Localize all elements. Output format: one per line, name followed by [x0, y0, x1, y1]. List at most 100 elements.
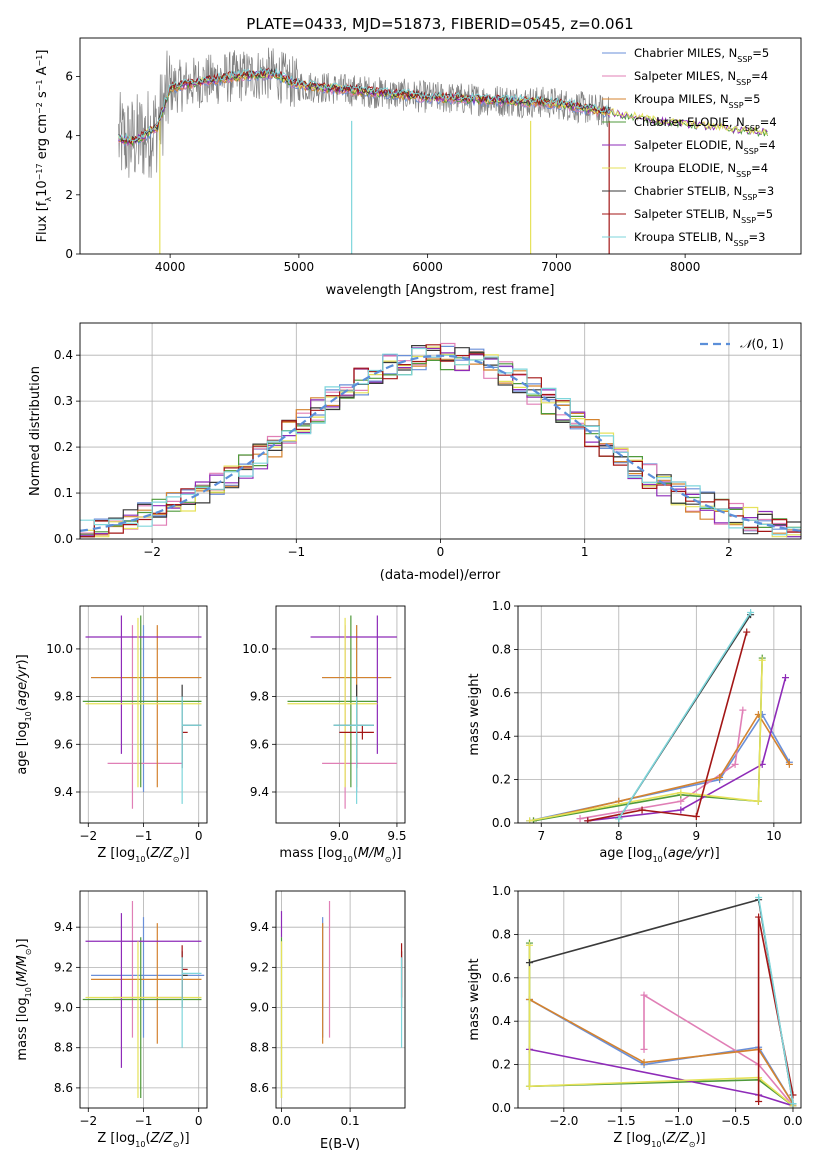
label-part: Chabrier STELIB, N — [634, 184, 742, 198]
weight-line-kroupa-elodie — [529, 660, 763, 822]
y-tick-label: 4 — [65, 129, 73, 143]
y-tick-label: 10.0 — [242, 642, 269, 656]
label-part: ⊙ — [173, 1140, 180, 1149]
label-part: (0, 1) — [752, 337, 784, 351]
label-part: M/M — [15, 955, 30, 982]
y-tick-label: 0.6 — [492, 971, 511, 985]
label-part: SSP — [737, 55, 752, 64]
label-part: )] — [15, 654, 30, 664]
label-part: −1 — [35, 79, 44, 91]
label-part: ( — [145, 846, 150, 861]
y-axis-label: Flux [fλ10−17 erg cm−2 s−1 A−1] — [35, 50, 53, 243]
axes-frame — [275, 890, 406, 1109]
x-tick-label: −1 — [135, 1114, 153, 1128]
x-axis-label: Z [log10(Z/Z⊙)] — [97, 1131, 189, 1149]
y-tick-label: 9.4 — [54, 785, 73, 799]
label-part: Chabrier ELODIE, N — [634, 115, 745, 129]
label-part: =4 — [751, 69, 768, 83]
y-tick-label: 0.4 — [492, 729, 511, 743]
y-tick-label: 9.4 — [250, 785, 269, 799]
label-part: Flux [f — [35, 201, 50, 242]
model-spectrum-chabrier-stelib — [118, 67, 611, 145]
y-axis-label: mass weight — [467, 673, 482, 755]
label-part: ( — [353, 846, 358, 861]
label-part: ⊙ — [24, 949, 33, 956]
x-tick-label: 0.0 — [272, 1114, 291, 1128]
weight-line-chabrier-stelib — [529, 898, 794, 1104]
label-part: ( — [15, 706, 30, 711]
label-part: Z [log — [97, 846, 135, 861]
axes-frame — [79, 322, 802, 540]
label-part: Z/Z — [150, 846, 174, 861]
x-tick-label: −1 — [135, 829, 153, 843]
x-axis-label: age [log10(age/yr)] — [599, 846, 719, 864]
axes-frame — [517, 890, 802, 1109]
label-part: Z/Z — [666, 1131, 690, 1146]
weight-marker — [640, 991, 648, 999]
label-part: mass [log — [279, 846, 342, 861]
data-spectrum — [118, 47, 611, 178]
x-tick-label: 7 — [537, 829, 545, 843]
weight-line-chabrier-miles — [529, 998, 794, 1105]
label-part: ( — [661, 1131, 666, 1146]
label-part: Chabrier MILES, N — [634, 46, 737, 60]
weight-marker — [640, 1058, 648, 1066]
legend-entry: Salpeter ELODIE, NSSP=4 — [634, 138, 776, 156]
weight-line-kroupa-miles — [529, 998, 794, 1105]
label-part: =4 — [759, 138, 776, 152]
label-part: Kroupa MILES, N — [634, 92, 729, 106]
model-spectrum-salpeter-stelib — [118, 67, 611, 144]
x-axis-label: Z [log10(Z/Z⊙)] — [613, 1131, 705, 1149]
weight-marker — [677, 797, 685, 805]
y-tick-label: 0.1 — [54, 486, 73, 500]
y-tick-label: 0.6 — [492, 686, 511, 700]
y-tick-label: 8.8 — [54, 1041, 73, 1055]
label-part: )] — [179, 1131, 189, 1146]
y-tick-label: 0.3 — [54, 394, 73, 408]
label-part: −2 — [35, 102, 44, 114]
weight-line-kroupa-stelib — [757, 897, 794, 1104]
label-part: Kroupa ELODIE, N — [634, 161, 736, 175]
label-part: 10 — [651, 1140, 661, 1149]
x-tick-label: 0 — [195, 829, 203, 843]
y-tick-label: 8.8 — [250, 1041, 269, 1055]
axes-frame — [79, 605, 208, 824]
y-tick-label: 0.8 — [492, 927, 511, 941]
label-part: =3 — [749, 230, 766, 244]
x-tick-label: −0.5 — [721, 1114, 750, 1128]
plot-area — [518, 606, 801, 823]
axes-frame — [79, 890, 208, 1109]
figure-title: PLATE=0433, MJD=51873, FIBERID=0545, z=0… — [246, 15, 633, 33]
weight-marker — [677, 806, 685, 814]
label-part: 10 — [343, 855, 353, 864]
normal-reference-curve — [80, 354, 801, 532]
x-tick-label: 7000 — [541, 260, 572, 274]
legend-entry: Chabrier ELODIE, NSSP=4 — [634, 115, 777, 133]
weight-line-salpeter-miles — [579, 710, 744, 820]
weight-marker — [731, 760, 739, 768]
y-axis-label: mass weight — [467, 958, 482, 1040]
x-tick-label: −1 — [287, 545, 305, 559]
y-tick-label: 8.6 — [54, 1081, 73, 1095]
y-tick-label: 8.6 — [250, 1081, 269, 1095]
weight-line-salpeter-elodie — [587, 677, 787, 822]
label-part: age/yr — [15, 663, 30, 706]
label-part: SSP — [736, 78, 751, 87]
weight-marker — [638, 806, 646, 814]
weight-marker — [789, 1100, 797, 1108]
x-tick-label: 8 — [615, 829, 623, 843]
label-part: =3 — [757, 184, 774, 198]
legend-entry: Chabrier STELIB, NSSP=3 — [634, 184, 774, 202]
y-tick-label: 9.0 — [54, 1001, 73, 1015]
label-part: ⊙ — [173, 855, 180, 864]
label-part: mass [log — [15, 997, 30, 1060]
plot-area — [276, 606, 405, 823]
weight-line-kroupa-elodie — [528, 945, 794, 1107]
label-part: )] — [710, 846, 720, 861]
weight-marker — [525, 941, 533, 949]
y-tick-label: 9.4 — [250, 920, 269, 934]
legend-entry: Chabrier MILES, NSSP=5 — [634, 46, 769, 64]
label-part: =5 — [752, 46, 769, 60]
plot-area — [276, 891, 405, 1108]
label-part: =5 — [756, 207, 773, 221]
